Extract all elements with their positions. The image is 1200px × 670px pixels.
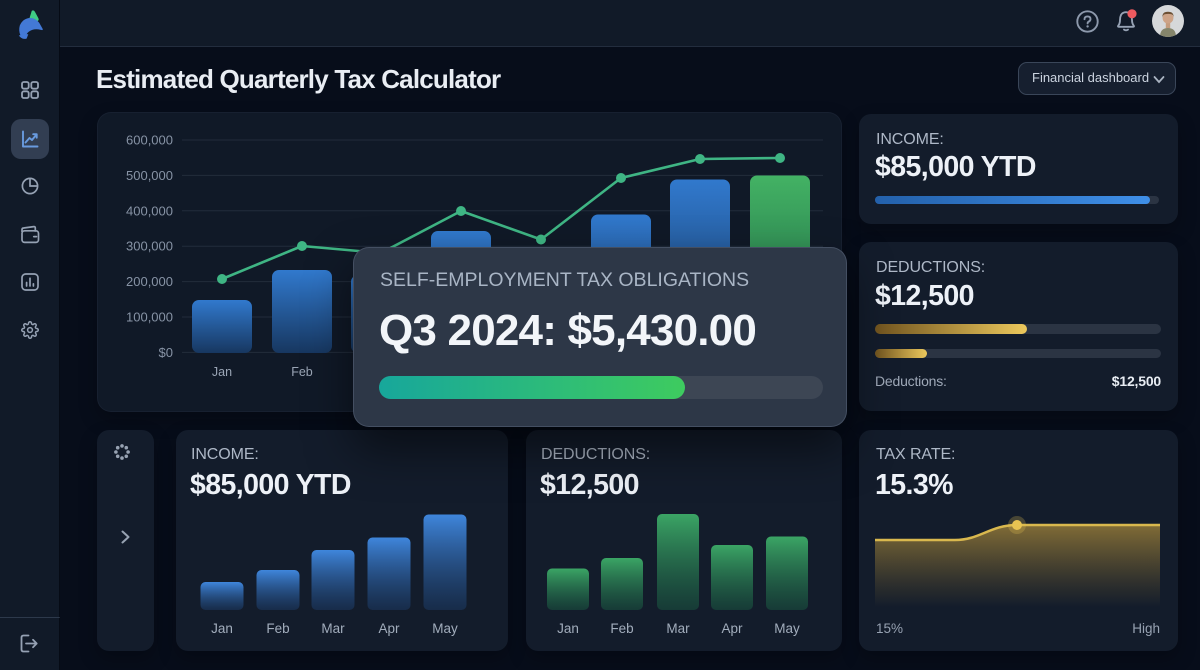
svg-text:600,000: 600,000 (126, 133, 173, 148)
svg-text:Apr: Apr (378, 621, 400, 636)
svg-text:Mar: Mar (666, 621, 690, 636)
svg-text:500,000: 500,000 (126, 168, 173, 183)
svg-text:$0: $0 (159, 345, 173, 360)
svg-text:Feb: Feb (291, 365, 313, 379)
svg-text:Jan: Jan (557, 621, 579, 636)
svg-text:High: High (1132, 621, 1160, 636)
svg-text:Feb: Feb (610, 621, 633, 636)
svg-text:May: May (774, 621, 800, 636)
svg-text:May: May (432, 621, 458, 636)
svg-text:100,000: 100,000 (126, 310, 173, 325)
svg-text:200,000: 200,000 (126, 274, 173, 289)
svg-text:400,000: 400,000 (126, 203, 173, 218)
svg-text:Apr: Apr (721, 621, 743, 636)
svg-text:Mar: Mar (321, 621, 345, 636)
svg-text:300,000: 300,000 (126, 239, 173, 254)
svg-text:15%: 15% (876, 621, 903, 636)
svg-text:Jan: Jan (211, 621, 233, 636)
svg-text:Jan: Jan (212, 365, 232, 379)
svg-text:Feb: Feb (266, 621, 289, 636)
